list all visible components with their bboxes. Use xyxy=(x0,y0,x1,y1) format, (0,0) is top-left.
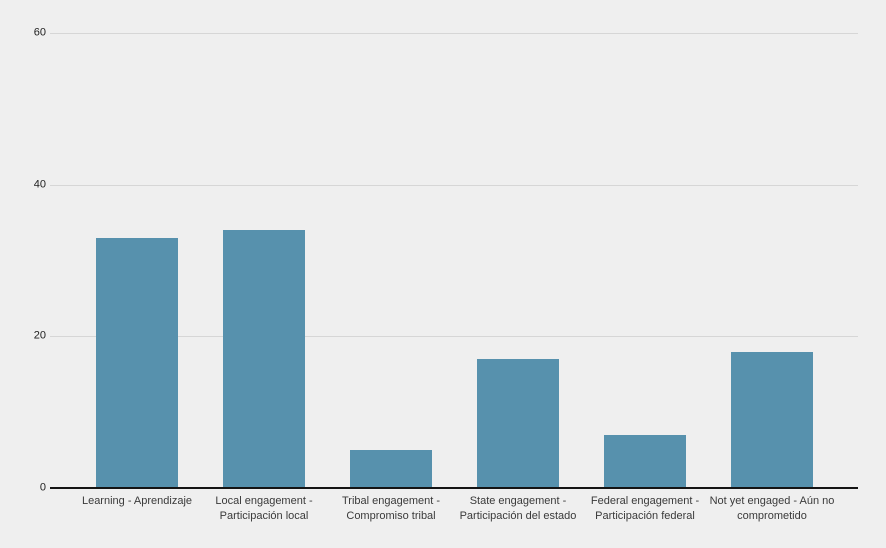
bar-0 xyxy=(96,237,178,488)
category-label-0: Learning - Aprendizaje xyxy=(81,495,193,507)
category-label-3: State engagement - Participación del est… xyxy=(459,495,577,522)
y-tick-label-40: 40 xyxy=(33,178,46,191)
category-label-1: Local engagement - Participación local xyxy=(215,495,313,522)
bar-2 xyxy=(350,450,432,488)
category-label-4: Federal engagement - Participación feder… xyxy=(590,495,700,522)
y-tick-label-0: 0 xyxy=(39,481,46,494)
y-tick-label-60: 60 xyxy=(33,26,46,39)
category-label-5: Not yet engaged - Aún no comprometido xyxy=(709,495,835,522)
bar-3 xyxy=(477,359,559,488)
bar-1 xyxy=(223,230,305,488)
bar-4 xyxy=(604,434,686,488)
gridline-y-60 xyxy=(50,33,858,34)
x-axis-line xyxy=(50,487,858,489)
bar-5 xyxy=(731,351,813,488)
y-tick-label-20: 20 xyxy=(33,329,46,342)
gridline-y-40 xyxy=(50,184,858,186)
gridline-y-20 xyxy=(50,336,858,338)
category-label-2: Tribal engagement - Compromiso tribal xyxy=(341,495,441,522)
